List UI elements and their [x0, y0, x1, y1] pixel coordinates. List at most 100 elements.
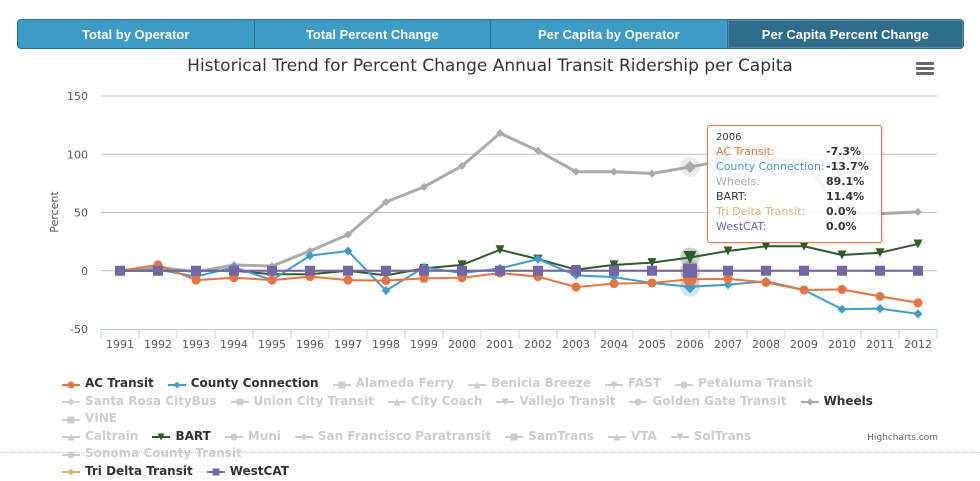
data-point[interactable]	[115, 265, 125, 276]
data-point[interactable]	[419, 273, 429, 283]
legend-item-county-connection[interactable]: County Connection	[167, 376, 319, 391]
data-point[interactable]	[913, 309, 923, 319]
tab-total-by-operator[interactable]: Total by Operator	[18, 20, 255, 48]
data-point[interactable]	[648, 169, 656, 178]
legend-item-alameda-ferry[interactable]: Alameda Ferry	[332, 376, 454, 391]
data-point[interactable]	[647, 265, 657, 276]
data-point[interactable]	[837, 304, 847, 314]
data-point[interactable]	[306, 246, 314, 255]
data-point[interactable]	[571, 265, 581, 276]
data-point[interactable]	[381, 265, 391, 276]
data-point[interactable]	[761, 277, 771, 287]
data-point[interactable]	[609, 265, 619, 276]
data-point[interactable]	[495, 245, 505, 255]
data-point[interactable]	[647, 278, 657, 288]
tab-total-percent-change[interactable]: Total Percent Change	[255, 20, 491, 48]
data-point[interactable]	[533, 265, 543, 276]
data-point[interactable]	[191, 275, 201, 285]
legend-item-union-city-transit[interactable]: Union City Transit	[230, 394, 374, 409]
data-point[interactable]	[305, 265, 315, 276]
legend-item-tri-delta-transit[interactable]: Tri Delta Transit	[62, 464, 193, 479]
data-point[interactable]	[914, 207, 922, 216]
data-point[interactable]	[837, 284, 847, 294]
legend-item-bart[interactable]: BART	[152, 429, 211, 444]
legend-item-petaluma-transit[interactable]: Petaluma Transit	[674, 376, 813, 391]
data-point[interactable]	[913, 265, 923, 276]
data-point[interactable]	[458, 161, 466, 170]
data-point[interactable]	[723, 265, 733, 276]
series-line[interactable]	[119, 263, 919, 304]
data-point[interactable]	[419, 265, 429, 276]
data-point[interactable]	[875, 265, 885, 276]
data-point[interactable]	[683, 263, 697, 278]
legend-item-muni[interactable]: Muni	[224, 429, 281, 444]
legend-item-soltrans[interactable]: SolTrans	[670, 429, 751, 444]
data-point[interactable]	[267, 265, 277, 276]
data-point[interactable]	[799, 241, 809, 251]
data-point[interactable]	[799, 285, 809, 295]
data-point[interactable]	[799, 265, 809, 276]
data-point[interactable]	[875, 304, 885, 314]
data-point[interactable]	[343, 246, 353, 256]
legend-item-vallejo-transit[interactable]: Vallejo Transit	[496, 394, 615, 409]
tab-per-capita-percent-change[interactable]: Per Capita Percent Change	[727, 20, 963, 48]
credits-link[interactable]: Highcharts.com	[867, 433, 938, 443]
tab-per-capita-by-operator[interactable]: Per Capita by Operator	[491, 20, 728, 48]
data-point[interactable]	[496, 129, 504, 138]
data-point[interactable]	[761, 241, 771, 251]
legend-item-caltrain[interactable]: Caltrain	[62, 429, 138, 444]
data-point[interactable]	[610, 167, 618, 176]
data-point[interactable]	[761, 265, 771, 276]
data-point[interactable]	[683, 250, 697, 264]
data-point[interactable]	[837, 250, 847, 260]
data-point[interactable]	[875, 291, 885, 301]
data-point[interactable]	[913, 298, 923, 308]
data-point[interactable]	[420, 182, 428, 191]
legend-item-sonoma-county-transit[interactable]: Sonoma County Transit	[62, 446, 242, 461]
data-point	[157, 433, 165, 441]
legend-item-westcat[interactable]: WestCAT	[206, 464, 289, 479]
data-point[interactable]	[343, 275, 353, 285]
data-point[interactable]	[609, 260, 619, 270]
data-point[interactable]	[305, 251, 315, 261]
legend-item-san-francisco-paratransit[interactable]: San Francisco Paratransit	[294, 429, 491, 444]
data-point[interactable]	[647, 258, 657, 268]
data-point[interactable]	[495, 265, 505, 276]
legend-item-santa-rosa-citybus[interactable]: Santa Rosa CityBus	[62, 394, 217, 409]
legend-item-city-coach[interactable]: City Coach	[387, 394, 482, 409]
legend-item-wheels[interactable]: Wheels	[800, 394, 873, 409]
hamburger-menu-icon[interactable]	[916, 62, 934, 78]
data-point[interactable]	[913, 239, 923, 249]
data-point[interactable]	[533, 254, 543, 264]
data-point[interactable]	[457, 260, 467, 270]
data-point[interactable]	[153, 265, 163, 276]
series-line[interactable]	[119, 249, 919, 315]
data-point[interactable]	[609, 279, 619, 289]
data-point[interactable]	[267, 275, 277, 285]
data-point[interactable]	[344, 230, 352, 239]
data-point[interactable]	[723, 246, 733, 256]
legend-item-ac-transit[interactable]: AC Transit	[62, 376, 154, 391]
series-line[interactable]	[120, 242, 919, 277]
data-point[interactable]	[381, 286, 391, 296]
legend-item-golden-gate-transit[interactable]: Golden Gate Transit	[629, 394, 787, 409]
data-point[interactable]	[534, 146, 542, 155]
data-point[interactable]	[837, 265, 847, 276]
legend-item-vta[interactable]: VTA	[607, 429, 657, 444]
legend-label: SamTrans	[528, 428, 594, 443]
legend-item-benicia-breeze[interactable]: Benicia Breeze	[468, 376, 591, 391]
data-point[interactable]	[191, 265, 201, 276]
data-point[interactable]	[229, 265, 239, 276]
data-point[interactable]	[457, 265, 467, 276]
data-point[interactable]	[343, 265, 353, 276]
legend-item-vine[interactable]: VINE	[62, 411, 117, 426]
data-point[interactable]	[381, 276, 391, 286]
legend-item-fast[interactable]: FAST	[605, 376, 661, 391]
legend-item-samtrans[interactable]: SamTrans	[505, 429, 594, 444]
data-point[interactable]	[875, 248, 885, 258]
data-point[interactable]	[571, 282, 581, 292]
data-point[interactable]	[572, 167, 580, 176]
data-point[interactable]	[382, 198, 390, 207]
data-point[interactable]	[684, 160, 696, 173]
data-point[interactable]	[723, 274, 733, 284]
